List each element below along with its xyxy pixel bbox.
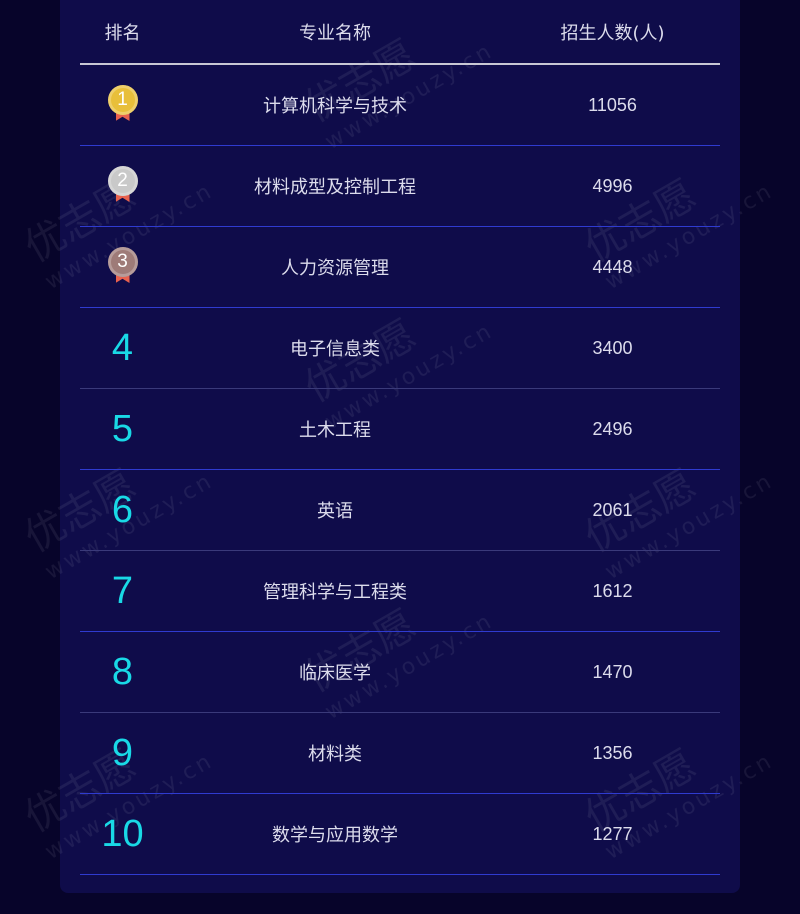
major-ranking-table: 排名 专业名称 招生人数(人) 1 计算机科学与技术 11056 2 材料成型及控… [80,0,720,875]
rank-cell: 6 [80,469,165,551]
rank-number: 7 [111,569,134,612]
rank-cell: 1 [80,64,165,146]
table-header-row: 排名 专业名称 招生人数(人) [80,0,720,65]
header-enrollment: 招生人数(人) [505,0,720,65]
table-row: 8 临床医学 1470 [80,631,720,713]
table-row: 3 人力资源管理 4448 [80,226,720,308]
major-name: 临床医学 [165,631,505,713]
table-row: 4 电子信息类 3400 [80,307,720,389]
enrollment-count: 3400 [505,307,720,389]
rank-number: 4 [111,326,134,369]
header-rank: 排名 [80,0,165,65]
major-name: 计算机科学与技术 [165,64,505,146]
table-row: 10 数学与应用数学 1277 [80,793,720,875]
gold-medal-icon: 1 [107,85,138,125]
rank-cell: 4 [80,307,165,389]
enrollment-count: 4996 [505,145,720,227]
table-row: 5 土木工程 2496 [80,388,720,470]
enrollment-count: 11056 [505,64,720,146]
rank-number: 9 [111,731,134,774]
rank-cell: 2 [80,145,165,227]
major-name: 土木工程 [165,388,505,470]
table-row: 6 英语 2061 [80,469,720,551]
major-name: 材料类 [165,712,505,794]
rank-cell: 5 [80,388,165,470]
enrollment-count: 2061 [505,469,720,551]
rank-cell: 10 [80,793,165,875]
rank-number: 6 [111,488,134,531]
enrollment-count: 1612 [505,550,720,632]
rank-number: 5 [111,407,134,450]
major-name: 人力资源管理 [165,226,505,308]
rank-number: 10 [101,812,144,855]
table-row: 1 计算机科学与技术 11056 [80,64,720,146]
bronze-medal-icon: 3 [107,247,138,287]
enrollment-count: 2496 [505,388,720,470]
enrollment-count: 1356 [505,712,720,794]
table-row: 7 管理科学与工程类 1612 [80,550,720,632]
table-row: 9 材料类 1356 [80,712,720,794]
silver-medal-icon: 2 [107,166,138,206]
rank-cell: 8 [80,631,165,713]
enrollment-count: 1470 [505,631,720,713]
rank-cell: 7 [80,550,165,632]
major-name: 数学与应用数学 [165,793,505,875]
rank-cell: 9 [80,712,165,794]
major-name: 管理科学与工程类 [165,550,505,632]
major-name: 材料成型及控制工程 [165,145,505,227]
rank-number: 8 [111,650,134,693]
header-major-name: 专业名称 [165,0,505,65]
major-name: 电子信息类 [165,307,505,389]
table-row: 2 材料成型及控制工程 4996 [80,145,720,227]
major-name: 英语 [165,469,505,551]
enrollment-count: 1277 [505,793,720,875]
rank-cell: 3 [80,226,165,308]
enrollment-count: 4448 [505,226,720,308]
